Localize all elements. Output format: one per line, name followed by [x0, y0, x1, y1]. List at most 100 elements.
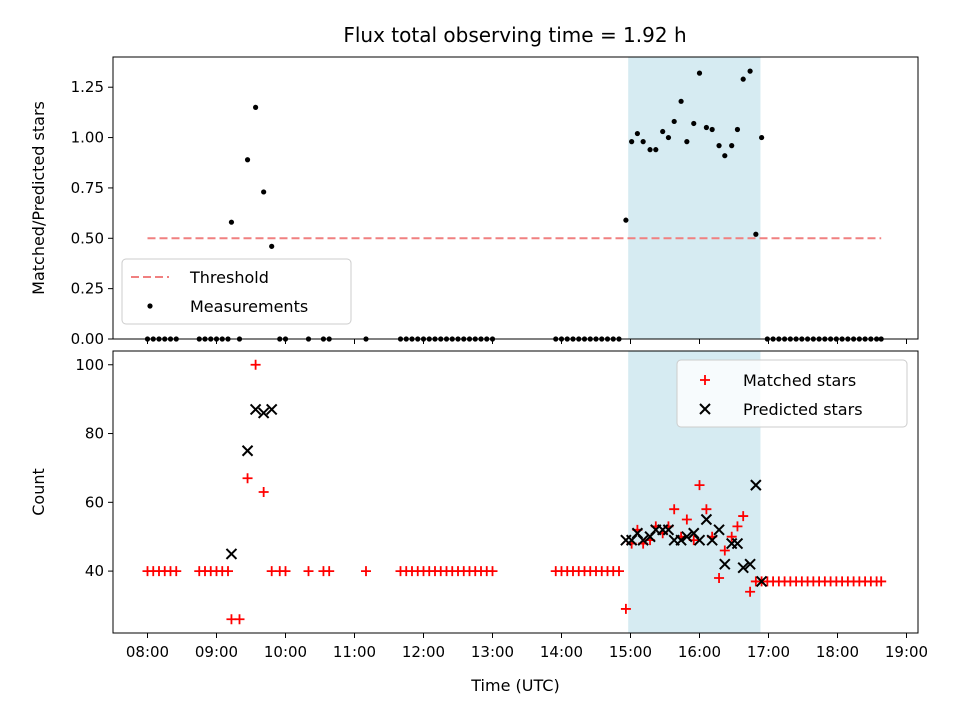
x-tick-label: 13:00 [471, 643, 514, 661]
legend: Matched stars Predicted stars [676, 359, 908, 428]
matched-point [719, 545, 730, 556]
measurement-point [665, 134, 672, 141]
x-tick-label: 10:00 [264, 643, 307, 661]
measurement-point [684, 139, 690, 145]
x-tick-label: 15:00 [609, 643, 652, 661]
y-axis-label: Matched/Predicted stars [29, 101, 48, 295]
measurement-point [759, 134, 765, 141]
x-tick-label: 16:00 [678, 643, 721, 661]
predicted-point [257, 407, 270, 419]
predicted-point [225, 548, 238, 560]
y-tick-label: 0.50 [71, 229, 104, 247]
legend-predicted-swatch [699, 403, 711, 415]
y-tick-label: 100 [75, 356, 104, 374]
measurement-point [671, 118, 677, 125]
matched-point [171, 566, 182, 577]
bottom-panel: 40 60 80 100 08:00 09:00 10:00 11:00 12:00 13:00 1… [29, 350, 928, 695]
matched-point [223, 566, 233, 577]
matched-point [694, 480, 705, 491]
predicted-point [755, 575, 768, 588]
matched-point [487, 566, 498, 577]
predicted-point [265, 403, 278, 416]
matched-point [303, 566, 314, 577]
x-axis-label: Time (UTC) [470, 676, 559, 695]
x-tick-label: 12:00 [402, 643, 445, 661]
x-tick-label: 19:00 [885, 643, 928, 661]
y-tick-label: 40 [85, 562, 104, 580]
predicted-point [249, 403, 262, 416]
predicted-point [731, 537, 744, 550]
matched-point [714, 572, 725, 583]
matched-point [732, 521, 743, 532]
matched-point [324, 566, 335, 577]
measurement-point [703, 124, 710, 131]
matched-point [745, 586, 756, 597]
measurement-point [691, 120, 697, 127]
measurement-point [629, 139, 635, 145]
legend-measurement-swatch [147, 303, 153, 309]
predicted-point [744, 558, 756, 570]
chart-title: Flux total observing time = 1.92 h [343, 23, 686, 47]
y-axis-label: Count [29, 468, 48, 516]
matched-point [361, 566, 371, 577]
measurement-point [261, 189, 267, 195]
x-tick-label: 11:00 [333, 643, 376, 661]
axes-frame [112, 350, 919, 634]
matched-point [876, 576, 887, 587]
predicted-point [713, 524, 725, 536]
measurement-point [709, 126, 715, 133]
legend-box [121, 258, 352, 325]
y-tick-label: 80 [85, 425, 104, 443]
x-tick-label: 14:00 [540, 643, 583, 661]
measurement-point [734, 126, 741, 133]
legend-measurement-label: Measurements [190, 297, 308, 316]
matched-point [280, 566, 291, 577]
y-tick-label: 60 [85, 493, 104, 511]
matched-point [614, 566, 624, 577]
measurement-point [647, 147, 653, 153]
predicted-point [693, 534, 706, 546]
measurement-point [716, 143, 722, 149]
measurement-point [678, 98, 684, 104]
matched-point [681, 514, 692, 525]
measurement-point [623, 217, 629, 223]
x-tick-label: 17:00 [747, 643, 790, 661]
measurement-point [640, 139, 646, 145]
matched-point [234, 614, 245, 625]
measurement-point [634, 130, 641, 137]
predicted-point [719, 558, 731, 570]
predicted-point [637, 534, 649, 546]
matched-point [620, 603, 631, 614]
measurement-point [244, 157, 251, 163]
predicted-point [675, 534, 687, 546]
top-panel: 0.00 0.25 0.50 0.75 1.00 1.25 Matched/Predicte… [29, 56, 919, 348]
legend-predicted-label: Predicted stars [743, 400, 863, 419]
legend-matched-label: Matched stars [743, 371, 856, 390]
predicted-point [706, 534, 718, 546]
matched-point [726, 531, 737, 542]
legend-box [676, 359, 908, 428]
legend-matched-swatch [700, 375, 710, 385]
legend: Threshold Measurements [121, 258, 352, 325]
predicted-point [737, 561, 749, 574]
predicted-point [700, 513, 713, 526]
y-tick-label: 0.75 [71, 179, 104, 197]
axes-frame [112, 56, 919, 340]
measurement-point [269, 243, 275, 249]
series-predicted-stars [225, 403, 768, 588]
predicted-point [750, 479, 762, 491]
measurement-point [253, 104, 259, 110]
matched-point [669, 504, 680, 515]
observing-window-span [628, 57, 761, 339]
x-tick-label: 08:00 [126, 643, 169, 661]
measurement-point [653, 147, 659, 153]
legend-threshold-label: Threshold [189, 268, 269, 287]
y-tick-label: 1.25 [71, 78, 104, 96]
y-tick-label: 0.00 [71, 330, 104, 348]
predicted-point [662, 524, 675, 536]
measurement-point [740, 76, 746, 82]
matched-point [258, 487, 269, 497]
matched-point [701, 504, 712, 515]
x-tick-label: 09:00 [195, 643, 238, 661]
